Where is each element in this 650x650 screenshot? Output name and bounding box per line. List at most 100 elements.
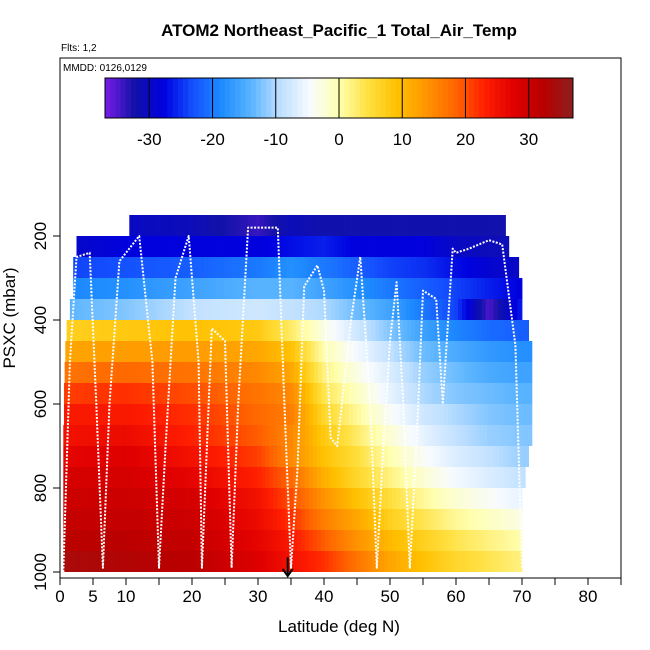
heat-cell bbox=[281, 509, 286, 530]
heat-cell bbox=[218, 383, 223, 404]
heat-cell bbox=[506, 509, 512, 530]
heat-cell bbox=[498, 467, 504, 488]
heat-cell bbox=[209, 446, 215, 467]
heat-cell bbox=[350, 257, 355, 278]
heat-cell bbox=[71, 509, 76, 530]
heat-cell bbox=[383, 320, 388, 341]
heat-cell bbox=[386, 278, 391, 299]
heat-cell bbox=[436, 383, 441, 404]
heat-cell bbox=[320, 551, 326, 572]
heat-cell bbox=[142, 425, 147, 446]
heat-cell bbox=[87, 404, 93, 425]
heat-cell bbox=[179, 236, 184, 257]
heat-cell bbox=[209, 488, 215, 509]
heat-cell bbox=[335, 299, 340, 320]
heat-cell bbox=[275, 257, 280, 278]
heat-cell bbox=[139, 404, 144, 425]
heat-cell bbox=[101, 299, 106, 320]
heat-cell bbox=[435, 425, 440, 446]
heat-cell bbox=[151, 362, 157, 383]
heat-cell bbox=[76, 236, 81, 257]
heat-cell bbox=[100, 236, 105, 257]
heat-cell bbox=[158, 425, 163, 446]
heat-cell bbox=[219, 341, 225, 362]
heat-cell bbox=[473, 278, 478, 299]
heat-cell bbox=[93, 341, 98, 362]
heat-cell bbox=[330, 278, 335, 299]
heat-cell bbox=[73, 299, 79, 320]
heat-cell bbox=[71, 446, 76, 467]
heat-cell bbox=[496, 257, 502, 278]
heat-cell bbox=[341, 404, 346, 425]
heat-cell bbox=[338, 341, 343, 362]
heat-cell bbox=[124, 362, 129, 383]
heat-cell bbox=[147, 383, 152, 404]
heat-cell bbox=[384, 488, 389, 509]
heat-cell bbox=[261, 509, 266, 530]
heat-cell bbox=[411, 488, 417, 509]
heat-cell bbox=[317, 404, 322, 425]
heat-cell bbox=[252, 320, 258, 341]
heat-cell bbox=[348, 551, 353, 572]
x-tick-label: 80 bbox=[579, 587, 598, 606]
heat-cell bbox=[259, 215, 265, 236]
heat-cell bbox=[217, 530, 223, 551]
heat-cell bbox=[75, 467, 80, 488]
heat-cell bbox=[415, 446, 421, 467]
heat-cell bbox=[129, 215, 134, 236]
heat-cell bbox=[364, 467, 369, 488]
heat-cell bbox=[432, 362, 438, 383]
heat-cell bbox=[451, 446, 456, 467]
heat-cell bbox=[479, 467, 484, 488]
heat-cell bbox=[518, 488, 523, 509]
heat-cell bbox=[308, 320, 313, 341]
colorbar-swatch bbox=[443, 78, 449, 118]
heat-cell bbox=[512, 362, 517, 383]
heat-cell bbox=[96, 236, 101, 257]
heat-cell bbox=[283, 257, 288, 278]
heat-cell bbox=[146, 425, 151, 446]
heat-cell bbox=[289, 446, 294, 467]
heat-cell bbox=[110, 467, 116, 488]
heat-cell bbox=[108, 278, 114, 299]
heat-cell bbox=[287, 257, 292, 278]
heat-cell bbox=[147, 362, 153, 383]
heat-cell bbox=[217, 488, 223, 509]
heat-cell bbox=[261, 488, 266, 509]
heat-cell bbox=[303, 215, 308, 236]
heat-cell bbox=[214, 383, 219, 404]
heat-cell bbox=[259, 278, 264, 299]
heat-cell bbox=[475, 551, 480, 572]
heat-cell bbox=[336, 509, 341, 530]
heat-cell bbox=[443, 425, 448, 446]
heat-cell bbox=[465, 299, 471, 320]
heat-cell bbox=[427, 509, 432, 530]
heat-cell bbox=[281, 467, 286, 488]
heat-cell bbox=[410, 215, 415, 236]
heat-cell bbox=[291, 257, 296, 278]
heat-cell bbox=[306, 236, 311, 257]
heat-cell bbox=[407, 488, 413, 509]
heat-cell bbox=[207, 236, 212, 257]
heat-cell bbox=[365, 236, 370, 257]
heat-cell bbox=[211, 341, 217, 362]
heat-cell bbox=[102, 551, 108, 572]
heat-cell bbox=[525, 320, 529, 341]
heat-cell bbox=[395, 509, 401, 530]
heat-cell bbox=[95, 404, 100, 425]
heat-cell bbox=[453, 257, 458, 278]
heat-cell bbox=[454, 320, 460, 341]
heat-cell bbox=[94, 320, 99, 341]
heat-cell bbox=[271, 341, 276, 362]
heat-cell bbox=[350, 278, 355, 299]
heat-cell bbox=[217, 551, 223, 572]
heat-cell bbox=[360, 404, 366, 425]
heat-cell bbox=[225, 551, 231, 572]
heat-cell bbox=[415, 530, 421, 551]
heat-cell bbox=[452, 236, 458, 257]
heat-cell bbox=[131, 362, 137, 383]
heat-cell bbox=[98, 425, 104, 446]
heat-cell bbox=[114, 551, 120, 572]
heat-cell bbox=[83, 425, 88, 446]
heat-cell bbox=[489, 215, 495, 236]
